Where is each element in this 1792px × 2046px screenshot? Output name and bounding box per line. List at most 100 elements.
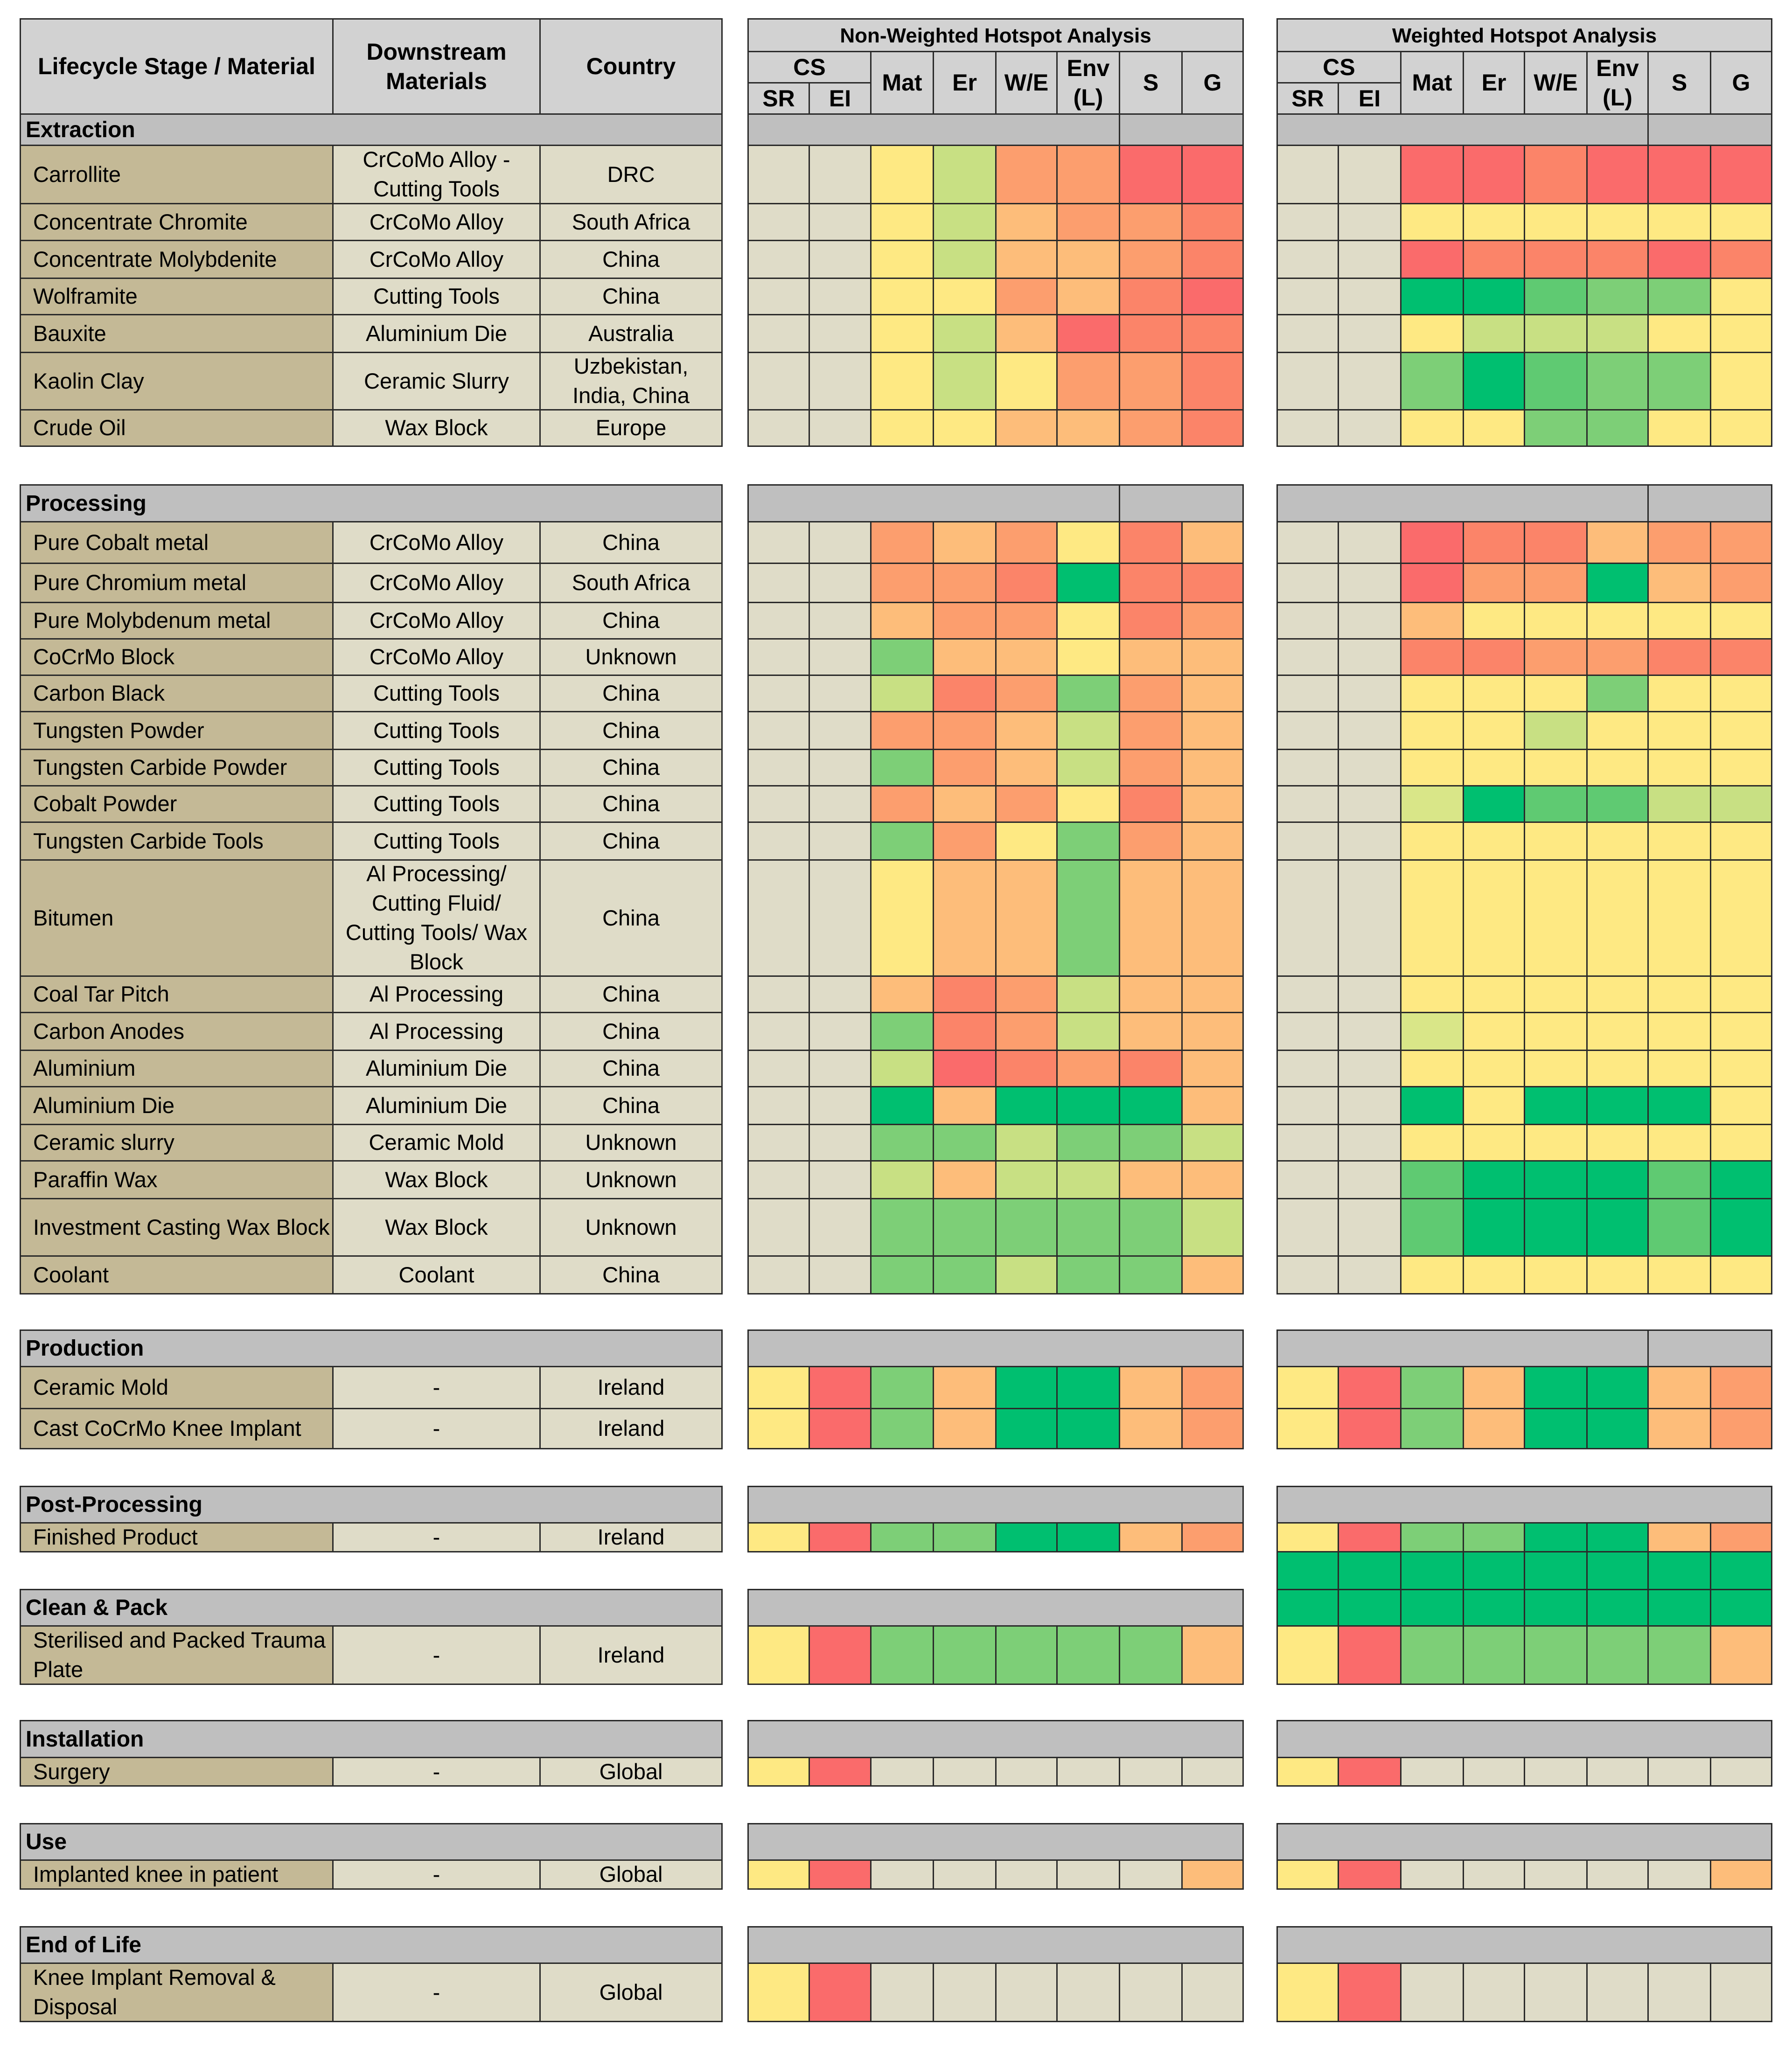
nw-heat-cell-ei [809,1012,872,1051]
row-country: DRC [539,145,723,204]
w-heat-cell-er [1463,314,1525,353]
w-heat-cell-ei [1338,563,1402,603]
w-heat-cell-g [1710,859,1772,977]
nw-heat-cell-g [1181,675,1244,712]
row-material: Coolant [20,1255,334,1294]
w-heat-cell-sr [1276,785,1339,823]
w-heat-cell-s [1647,1086,1711,1125]
row-country: China [539,975,723,1013]
row-material: Coal Tar Pitch [20,975,334,1013]
nw-heat-cell-we [995,1012,1058,1051]
nw-heat-cell-s [1119,675,1183,712]
w-heat-cell-env [1586,1198,1649,1257]
row-country: Uzbekistan, India, China [539,352,723,411]
w-heat-cell-ei [1338,1589,1402,1627]
nw-heat-cell-ei [809,1086,872,1125]
row-downstream: Cutting Tools [332,785,541,823]
nw-heat-cell-ei [809,785,872,823]
w-heat-cell-mat [1400,563,1464,603]
w-heat-cell-s [1647,314,1711,353]
w-heat-cell-er [1463,563,1525,603]
row-downstream: Aluminium Die [332,314,541,353]
nw-heat-cell-we [995,563,1058,603]
nw-heat-cell-g [1181,821,1244,861]
nw-heat-cell-env [1056,1522,1120,1552]
row-downstream: Wax Block [332,1160,541,1199]
w-heat-cell-mat [1400,749,1464,786]
w-heat-cell-mat [1400,409,1464,447]
header-stage: Lifecycle Stage / Material [20,18,334,115]
w-section-band [1276,1486,1772,1524]
w-heat-cell-sr [1276,1012,1339,1051]
w-heat-cell-env [1586,975,1649,1013]
w-heat-cell-g [1710,785,1772,823]
row-downstream: CrCoMo Alloy [332,240,541,279]
nw-heat-cell-mat [870,1086,934,1125]
nw-heat-cell-s [1119,1086,1183,1125]
w-heat-cell-g [1710,711,1772,750]
nw-heat-cell-mat [870,1366,934,1409]
w-heat-cell-er [1463,749,1525,786]
nw-heat-cell-ei [809,1962,872,2022]
w-heat-cell-s [1647,1408,1711,1449]
w-heat-cell-we [1524,1086,1588,1125]
w-heat-cell-g [1710,1050,1772,1087]
nw-heat-cell-s [1119,145,1183,204]
w-heat-cell-sr [1276,975,1339,1013]
nw-heat-cell-ei [809,1160,872,1199]
row-country: China [539,675,723,712]
nw-heat-cell-mat [870,638,934,676]
w-heat-cell-ei [1338,521,1402,564]
w-heat-cell-we [1524,602,1588,640]
w-heat-cell-g [1710,1757,1772,1787]
row-country: Global [539,1859,723,1890]
w-heat-cell-env [1586,1757,1649,1787]
w-heat-cell-ei [1338,409,1402,447]
nw-heat-cell-g [1181,563,1244,603]
header-country: Country [539,18,723,115]
nw-heat-cell-mat [870,1522,934,1552]
nw-heat-cell-we [995,1859,1058,1890]
w-heat-cell-s [1647,1160,1711,1199]
nw-heat-cell-sr [747,1625,810,1685]
w-heat-cell-env [1586,240,1649,279]
nw-heat-cell-g [1181,409,1244,447]
row-material: Cobalt Powder [20,785,334,823]
w-heat-cell-sr [1276,278,1339,315]
w-heat-cell-g [1710,821,1772,861]
w-heat-cell-ei [1338,240,1402,279]
nw-heat-cell-env [1056,1255,1120,1294]
nw-section-band [747,1926,1244,1964]
nw-heat-cell-er [933,1962,997,2022]
w-heat-cell-env [1586,1124,1649,1162]
row-country: Australia [539,314,723,353]
w-heat-cell-g [1710,975,1772,1013]
w-heat-cell-env [1586,749,1649,786]
nw-heat-cell-we [995,1198,1058,1257]
w-heat-cell-g [1710,563,1772,603]
row-material: Tungsten Carbide Tools [20,821,334,861]
nw-heat-cell-mat [870,1124,934,1162]
nw-section-band [747,1589,1244,1627]
nw-heat-cell-g [1181,1160,1244,1199]
w-heat-cell-ei [1338,1551,1402,1590]
w-heat-cell-sr [1276,314,1339,353]
nw-heat-cell-mat [870,821,934,861]
w-heat-cell-s [1647,1255,1711,1294]
w-heat-cell-we [1524,1859,1588,1890]
w-heat-cell-mat [1400,1408,1464,1449]
nw-heat-cell-er [933,1366,997,1409]
w-heat-cell-er [1463,1160,1525,1199]
row-material: Investment Casting Wax Block [20,1198,334,1257]
w-heat-cell-sr [1276,711,1339,750]
nw-heat-cell-er [933,638,997,676]
nw-heat-cell-ei [809,145,872,204]
w-heat-cell-ei [1338,1859,1402,1890]
w-heat-cell-sr [1276,563,1339,603]
row-country: China [539,711,723,750]
nw-heat-cell-we [995,145,1058,204]
nw-heat-cell-g [1181,521,1244,564]
nw-heat-cell-mat [870,1859,934,1890]
w-heat-cell-env [1586,521,1649,564]
w-heat-cell-we [1524,145,1588,204]
